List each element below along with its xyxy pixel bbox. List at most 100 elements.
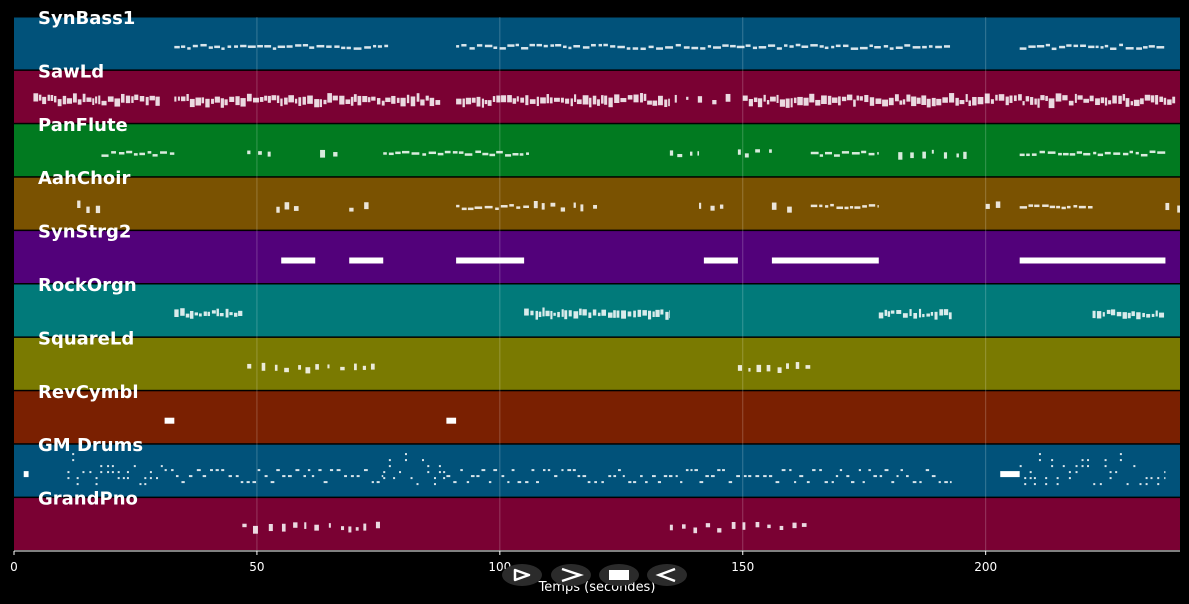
- note: [868, 204, 876, 207]
- note: [149, 95, 155, 101]
- note: [318, 469, 322, 472]
- note-cluster: [247, 150, 271, 157]
- note: [913, 312, 918, 319]
- note: [377, 45, 382, 48]
- note: [340, 366, 345, 371]
- note: [568, 310, 572, 317]
- note: [259, 97, 264, 102]
- note: [1146, 313, 1151, 318]
- note: [856, 95, 859, 101]
- note: [592, 95, 597, 105]
- note: [748, 475, 752, 478]
- note: [86, 206, 90, 213]
- note: [395, 151, 401, 155]
- note: [507, 44, 515, 47]
- note: [949, 481, 952, 484]
- note: [943, 152, 948, 159]
- note: [1024, 483, 1027, 486]
- note: [357, 95, 362, 106]
- note: [1157, 483, 1160, 486]
- x-tick-label: 0: [10, 560, 18, 574]
- note: [652, 311, 655, 318]
- note: [77, 200, 81, 209]
- track-lane[interactable]: [14, 284, 1180, 337]
- track-name: SynStrg2: [38, 222, 131, 243]
- note: [801, 523, 807, 527]
- note: [1000, 471, 1020, 478]
- note: [1140, 153, 1148, 157]
- note: [1039, 150, 1045, 154]
- note: [274, 364, 278, 371]
- note: [139, 483, 142, 486]
- track-lane[interactable]: [14, 444, 1180, 497]
- note: [1140, 98, 1144, 105]
- note: [282, 475, 286, 478]
- x-axis-label: Temps (secondes): [538, 580, 656, 595]
- rewind-button[interactable]: [647, 564, 687, 586]
- note: [393, 477, 396, 480]
- track-lane[interactable]: [14, 124, 1180, 177]
- fast-forward-button[interactable]: [551, 564, 591, 586]
- note: [246, 481, 250, 484]
- play-button[interactable]: [502, 564, 542, 586]
- note: [900, 469, 903, 472]
- track-lane[interactable]: [14, 17, 1180, 70]
- track-lane[interactable]: [14, 177, 1180, 230]
- note: [385, 97, 391, 103]
- note: [930, 311, 934, 316]
- note-cluster: [320, 149, 338, 158]
- note: [574, 94, 577, 102]
- track-lane[interactable]: [14, 70, 1180, 123]
- note: [298, 97, 302, 106]
- note: [437, 152, 444, 156]
- note: [529, 43, 535, 47]
- note: [1045, 95, 1048, 101]
- track-lane[interactable]: [14, 391, 1180, 444]
- note: [174, 96, 177, 102]
- track-lane[interactable]: [14, 498, 1180, 550]
- note: [353, 47, 362, 50]
- note: [435, 100, 441, 105]
- note: [568, 46, 572, 50]
- note: [456, 257, 525, 264]
- note: [810, 151, 819, 155]
- note: [72, 453, 75, 456]
- track-lane[interactable]: [14, 337, 1180, 390]
- note: [1104, 459, 1107, 462]
- note-cluster: [810, 203, 879, 210]
- note: [242, 523, 247, 528]
- note: [977, 96, 984, 105]
- note: [47, 94, 50, 101]
- note: [512, 153, 519, 156]
- note: [240, 98, 246, 107]
- note: [608, 475, 612, 478]
- note: [617, 45, 625, 49]
- note: [833, 154, 840, 157]
- note-cluster: [349, 257, 384, 264]
- track-lane[interactable]: [14, 231, 1180, 283]
- note-cluster: [771, 202, 792, 213]
- stop-button[interactable]: [599, 564, 639, 586]
- note: [1077, 95, 1083, 100]
- x-tick-label: 150: [731, 560, 754, 574]
- note: [787, 206, 792, 213]
- note: [919, 481, 922, 484]
- note: [912, 481, 917, 484]
- note: [795, 43, 801, 47]
- note: [264, 95, 268, 101]
- note: [466, 481, 470, 484]
- note-cluster: [1092, 309, 1165, 320]
- note: [160, 151, 167, 154]
- note: [1045, 43, 1050, 47]
- note: [333, 152, 338, 157]
- note: [785, 98, 790, 108]
- note: [540, 97, 546, 104]
- note: [1136, 47, 1143, 50]
- note: [471, 97, 476, 103]
- note: [658, 95, 663, 106]
- note: [694, 469, 698, 472]
- note: [203, 311, 207, 316]
- note: [890, 310, 895, 314]
- note: [334, 45, 340, 48]
